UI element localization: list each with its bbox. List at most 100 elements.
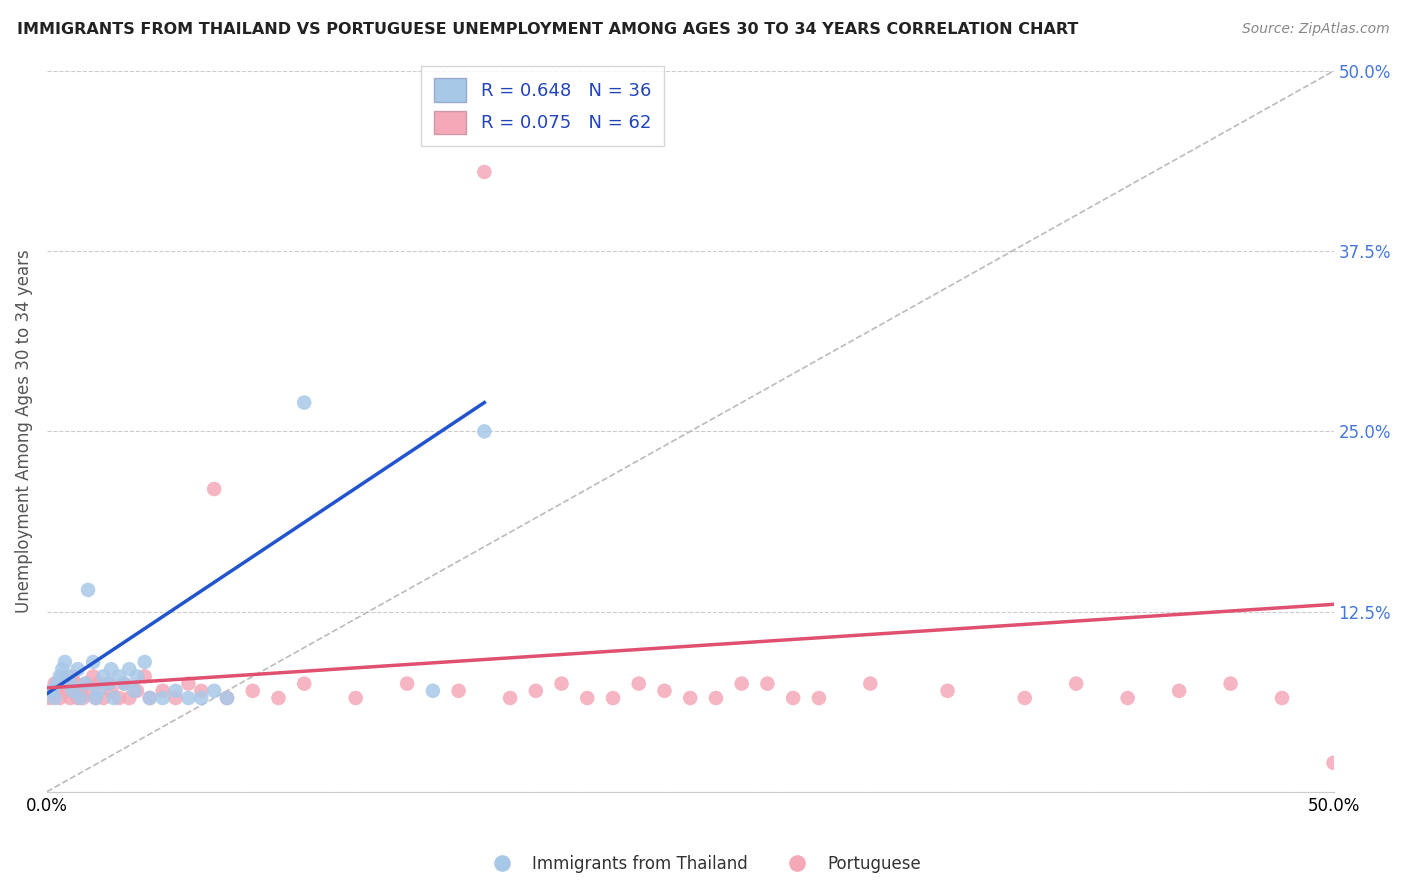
Point [292, 676, 315, 690]
Point [202, 683, 225, 698]
Point [679, 691, 702, 706]
Point [139, 691, 162, 706]
Point [654, 683, 676, 698]
Point [1014, 691, 1036, 706]
Point [84, 691, 107, 706]
Point [69, 691, 91, 706]
Point [165, 691, 187, 706]
Point [472, 425, 495, 439]
Point [1271, 691, 1294, 706]
Point [422, 683, 444, 698]
Point [202, 482, 225, 496]
Point [807, 691, 830, 706]
Point [215, 691, 238, 706]
Point [66, 662, 89, 676]
Point [524, 683, 547, 698]
Point [602, 691, 624, 706]
Point [472, 165, 495, 179]
Point [125, 669, 148, 683]
Point [344, 691, 367, 706]
Point [118, 662, 141, 676]
Point [704, 691, 727, 706]
Point [62, 669, 84, 683]
Point [97, 676, 120, 690]
Point [46, 683, 69, 698]
Point [84, 691, 107, 706]
Point [134, 669, 156, 683]
Point [190, 683, 212, 698]
Point [59, 676, 82, 690]
Point [139, 691, 162, 706]
Point [242, 683, 264, 698]
Point [100, 683, 122, 698]
Point [152, 683, 174, 698]
Point [177, 676, 200, 690]
Point [576, 691, 599, 706]
Point [124, 683, 146, 698]
Point [1116, 691, 1139, 706]
Point [165, 683, 187, 698]
Point [62, 683, 84, 698]
Point [53, 655, 76, 669]
Point [190, 691, 212, 706]
Point [267, 691, 290, 706]
Point [75, 676, 97, 690]
Point [77, 582, 100, 597]
Point [77, 683, 100, 698]
Point [93, 669, 115, 683]
Point [499, 691, 522, 706]
Point [82, 655, 104, 669]
Point [87, 676, 110, 690]
Point [44, 676, 66, 690]
Point [41, 683, 63, 698]
Legend: R = 0.648   N = 36, R = 0.075   N = 62: R = 0.648 N = 36, R = 0.075 N = 62 [420, 66, 664, 146]
Point [87, 683, 110, 698]
Point [1168, 683, 1191, 698]
Y-axis label: Unemployment Among Ages 30 to 34 years: Unemployment Among Ages 30 to 34 years [15, 250, 32, 614]
Point [44, 691, 66, 706]
Point [53, 676, 76, 690]
Point [49, 691, 72, 706]
Point [1322, 756, 1344, 770]
Point [75, 676, 97, 690]
Point [72, 691, 94, 706]
Point [38, 691, 60, 706]
Text: Source: ZipAtlas.com: Source: ZipAtlas.com [1241, 22, 1389, 37]
Point [134, 655, 156, 669]
Point [69, 683, 91, 698]
Point [125, 683, 148, 698]
Point [93, 691, 115, 706]
Point [59, 691, 82, 706]
Point [82, 669, 104, 683]
Point [97, 676, 120, 690]
Point [103, 691, 125, 706]
Point [177, 691, 200, 706]
Text: IMMIGRANTS FROM THAILAND VS PORTUGUESE UNEMPLOYMENT AMONG AGES 30 TO 34 YEARS CO: IMMIGRANTS FROM THAILAND VS PORTUGUESE U… [17, 22, 1078, 37]
Point [731, 676, 754, 690]
Point [292, 395, 315, 409]
Point [66, 691, 89, 706]
Point [51, 662, 73, 676]
Point [550, 676, 572, 690]
Point [447, 683, 470, 698]
Point [936, 683, 959, 698]
Point [51, 669, 73, 683]
Point [63, 676, 86, 690]
Point [859, 676, 882, 690]
Point [49, 669, 72, 683]
Point [396, 676, 419, 690]
Point [1064, 676, 1087, 690]
Point [112, 676, 135, 690]
Point [152, 691, 174, 706]
Point [627, 676, 650, 690]
Point [1219, 676, 1241, 690]
Point [756, 676, 779, 690]
Point [215, 691, 238, 706]
Legend: Immigrants from Thailand, Portuguese: Immigrants from Thailand, Portuguese [478, 848, 928, 880]
Point [782, 691, 804, 706]
Point [46, 676, 69, 690]
Point [108, 691, 131, 706]
Point [118, 691, 141, 706]
Point [108, 669, 131, 683]
Point [100, 662, 122, 676]
